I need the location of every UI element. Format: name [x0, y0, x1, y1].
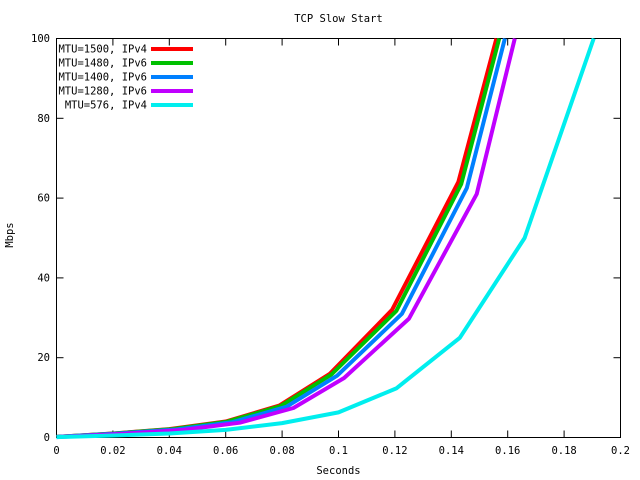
- series-line-mtu-1480-ipv6: [56, 37, 502, 439]
- series-line-mtu-1280-ipv6: [56, 38, 517, 440]
- series-line-mtu-1500-ipv4: [56, 37, 499, 439]
- x-tick-label-0.08: 0.08: [269, 445, 294, 457]
- x-tick-label-0.2: 0.2: [611, 445, 630, 457]
- legend-label-mtu-1500-ipv4: MTU=1500, IPv4: [58, 44, 147, 56]
- x-tick-label-0.14: 0.14: [439, 445, 464, 457]
- y-tick-label-60: 60: [37, 193, 50, 205]
- x-tick-label-0.16: 0.16: [495, 445, 520, 457]
- x-tick-label-0: 0: [53, 445, 59, 457]
- x-tick-label-0.18: 0.18: [551, 445, 576, 457]
- chart-title: TCP Slow Start: [294, 13, 383, 25]
- y-tick-label-0: 0: [44, 432, 50, 444]
- legend-label-mtu-1400-ipv6: MTU=1400, IPv6: [58, 72, 147, 84]
- y-tick-label-40: 40: [37, 272, 50, 284]
- plot-border: [56, 38, 621, 438]
- y-axis-label: Mbps: [4, 222, 16, 248]
- legend-label-mtu-576-ipv4: MTU=576, IPv4: [65, 100, 147, 112]
- series-line-mtu-1400-ipv6: [56, 38, 507, 439]
- x-axis-label: Seconds: [316, 465, 361, 477]
- legend-label-mtu-1280-ipv6: MTU=1280, IPv6: [58, 86, 147, 98]
- x-tick-label-0.04: 0.04: [157, 445, 182, 457]
- x-tick-label-0.06: 0.06: [213, 445, 238, 457]
- x-tick-label-0.1: 0.1: [329, 445, 348, 457]
- series-line-mtu-576-ipv4: [56, 37, 596, 440]
- y-tick-label-20: 20: [37, 352, 50, 364]
- legend-label-mtu-1480-ipv6: MTU=1480, IPv6: [58, 58, 147, 70]
- y-tick-label-80: 80: [37, 113, 50, 125]
- x-tick-label-0.02: 0.02: [100, 445, 125, 457]
- x-tick-label-0.12: 0.12: [382, 445, 407, 457]
- y-tick-label-100: 100: [31, 33, 50, 45]
